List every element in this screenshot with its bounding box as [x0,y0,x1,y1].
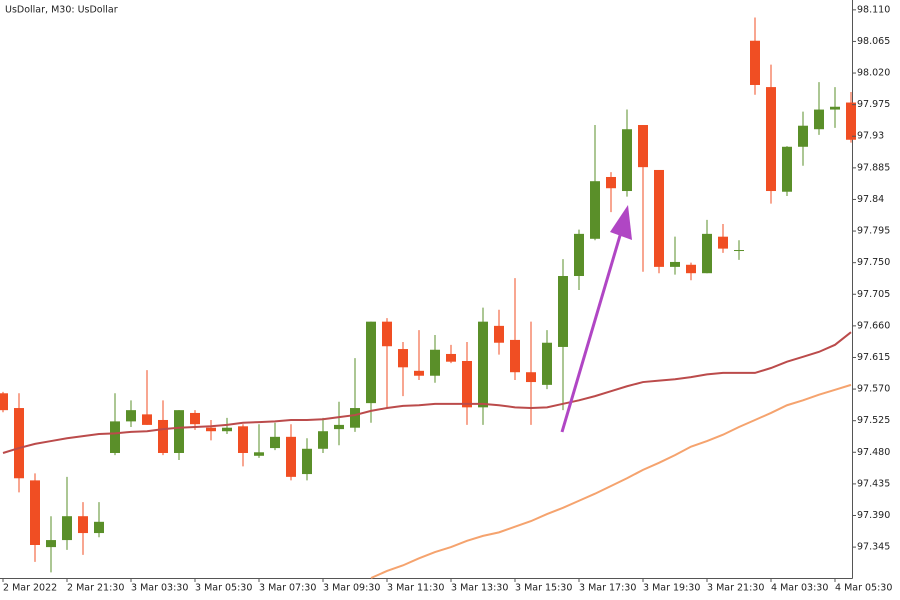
y-tick-label: 97.705 [857,289,890,300]
candle-body [398,349,408,368]
candle-body [638,125,648,168]
candle-body [766,87,776,192]
candle-body [814,109,824,130]
x-tick-label: 2 Mar 2022 [3,583,57,594]
y-tick-label: 98.110 [857,4,890,15]
candle-body [94,521,104,534]
candle-body [206,427,216,432]
arrow-head [610,205,632,240]
candle-body [654,169,664,267]
candle-body [318,431,328,449]
x-tick-label: 3 Mar 11:30 [387,583,444,594]
x-tick-label: 3 Mar 07:30 [259,583,316,594]
candle-body [254,452,264,456]
candle-body [510,339,520,373]
candle-body [462,360,472,408]
arrow-shaft [560,221,626,433]
x-tick-label: 3 Mar 09:30 [323,583,380,594]
candle-body [414,370,424,376]
y-tick-label: 97.660 [857,320,890,331]
candle-body [670,261,680,267]
candle-body [14,408,24,479]
y-tick-label: 97.93 [857,131,884,142]
candle-body [798,125,808,147]
candle-body [350,408,360,428]
x-tick-label: 2 Mar 21:30 [67,583,124,594]
x-tick-label: 3 Mar 03:30 [131,583,188,594]
candle-body [270,436,280,449]
candle-body [142,414,152,425]
candle-body [542,342,552,385]
candle-body [238,426,248,453]
candle-body [366,321,376,404]
candle-body [846,102,856,140]
y-tick-label: 97.525 [857,415,890,426]
candle-body [702,233,712,274]
x-tick-label: 3 Mar 13:30 [451,583,508,594]
candle-body [686,264,696,274]
candle-body [526,372,536,383]
y-tick-label: 97.390 [857,510,890,521]
x-tick-label: 4 Mar 03:30 [771,583,828,594]
x-tick-label: 3 Mar 05:30 [195,583,252,594]
candle-body [558,276,568,347]
candle-body [734,250,744,252]
candle-body [62,516,72,541]
x-tick-label: 3 Mar 19:30 [643,583,700,594]
candle-body [286,436,296,477]
y-tick-label: 97.615 [857,352,890,363]
marks [0,17,856,579]
candle-body [30,480,40,545]
candle-body [574,233,584,277]
candle-body [78,516,88,534]
candle-body [478,321,488,408]
candle-body [718,236,728,249]
candle-body [46,540,56,548]
y-tick-label: 98.065 [857,36,890,47]
chart-title: UsDollar, M30: UsDollar [5,5,118,16]
candle-body [430,349,440,376]
candle-body [126,410,136,422]
candle-body [606,176,616,189]
y-tick-label: 97.84 [857,194,884,205]
candle-body [446,353,456,362]
y-tick-label: 97.885 [857,162,890,173]
x-tick-label: 4 Mar 05:30 [835,583,892,594]
candle-body [782,146,792,192]
candle-body [334,424,344,430]
candle-body [110,421,120,453]
candle-body [830,106,840,110]
candle-body [494,325,504,343]
y-tick-label: 97.345 [857,542,890,553]
candle-body [190,412,200,425]
candle-body [590,181,600,239]
y-tick-label: 97.435 [857,478,890,489]
candle-body [750,40,760,85]
x-tick-label: 3 Mar 17:30 [579,583,636,594]
moving-average [370,383,852,579]
y-tick-label: 97.795 [857,226,890,237]
y-tick-label: 97.570 [857,384,890,395]
candle-body [302,448,312,475]
candle-body [174,410,184,453]
candle-body [222,427,232,432]
x-tick-label: 3 Mar 21:30 [707,583,764,594]
candle-body [622,129,632,192]
candle-body [382,321,392,347]
candle-body [0,393,8,411]
y-tick-label: 98.020 [857,68,890,79]
y-tick-label: 97.480 [857,447,890,458]
moving-average [2,331,852,454]
arrow-annotation [560,205,632,433]
x-tick-label: 3 Mar 15:30 [515,583,572,594]
y-tick-label: 97.975 [857,99,890,110]
candle-body [158,419,168,453]
y-tick-label: 97.750 [857,257,890,268]
